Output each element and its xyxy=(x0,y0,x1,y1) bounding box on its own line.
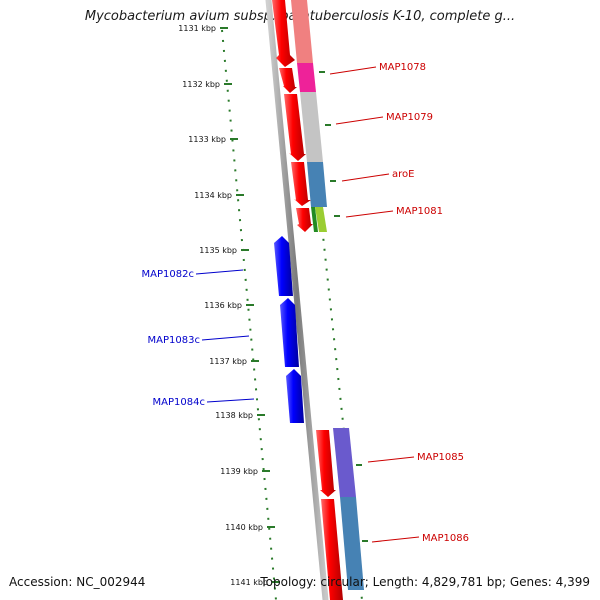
reverse-gene-labels: MAP1082c MAP1083c MAP1084c xyxy=(142,269,255,408)
inner-dotted-track xyxy=(221,29,277,600)
tick-label: 1137 kbp xyxy=(209,357,247,366)
tick-label: 1135 kbp xyxy=(199,246,237,255)
label-leader-line xyxy=(201,335,250,341)
tick-label: 1139 kbp xyxy=(220,467,258,476)
gene-label-MAP1083c[interactable]: MAP1083c xyxy=(148,335,200,346)
gene-label-MAP1078[interactable]: MAP1078 xyxy=(379,62,426,73)
gene-label-MAP1081[interactable]: MAP1081 xyxy=(396,206,443,217)
gene-arrow-MAP1085 xyxy=(316,430,336,497)
gene-arrow-MAP1086 xyxy=(321,499,343,600)
label-leader-line xyxy=(345,210,394,218)
label-leader-line xyxy=(206,398,255,403)
cog-bars-forward xyxy=(291,0,364,590)
gene-arrow-MAP1077 xyxy=(272,0,295,67)
tick-label: 1141 kbp xyxy=(230,578,268,587)
backbone-line xyxy=(265,0,329,600)
gene-label-MAP1085[interactable]: MAP1085 xyxy=(417,452,464,463)
gene-label-MAP1086[interactable]: MAP1086 xyxy=(422,533,469,544)
topology-text: Topology: circular; Length: 4,829,781 bp… xyxy=(260,575,590,589)
gene-arrow-MAP1078 xyxy=(279,68,297,93)
tick-label: 1132 kbp xyxy=(182,80,220,89)
gene-label-MAP1082c[interactable]: MAP1082c xyxy=(142,269,194,280)
gene-arrow-MAP1081 xyxy=(296,208,313,232)
gene-arrow-aroE xyxy=(291,162,311,206)
label-leader-line xyxy=(195,269,244,275)
gene-arrow-MAP1079 xyxy=(284,94,306,161)
forward-gene-labels: MAP1078 MAP1079 aroE MAP1081 MAP1085 MAP1086 xyxy=(329,62,469,544)
gene-label-MAP1079[interactable]: MAP1079 xyxy=(386,112,433,123)
gene-arrow-MAP1083c xyxy=(280,298,299,367)
accession-text: Accession: NC_002944 xyxy=(9,575,146,589)
tick-label: 1131 kbp xyxy=(178,24,216,33)
tick-label: 1138 kbp xyxy=(215,411,253,420)
tick-label: 1134 kbp xyxy=(194,191,232,200)
gene-label-aroE[interactable]: aroE xyxy=(392,169,414,180)
label-leader-line xyxy=(341,173,390,182)
tick-label: 1136 kbp xyxy=(204,301,242,310)
gene-arrow-MAP1082c xyxy=(274,236,293,296)
label-leader-line xyxy=(367,456,415,463)
tick-label: 1133 kbp xyxy=(188,135,226,144)
gene-label-MAP1084c[interactable]: MAP1084c xyxy=(153,397,205,408)
position-ticks: 1131 kbp 1132 kbp 1133 kbp 1134 kbp 1135 kbp… xyxy=(178,24,368,587)
tick-label: 1140 kbp xyxy=(225,523,263,532)
reverse-gene-arrows[interactable] xyxy=(274,236,304,423)
label-leader-line xyxy=(371,536,420,543)
label-leader-line xyxy=(329,66,377,75)
forward-gene-arrows[interactable] xyxy=(272,0,343,600)
gene-arrow-MAP1084c xyxy=(286,369,304,423)
label-leader-line xyxy=(335,116,384,125)
